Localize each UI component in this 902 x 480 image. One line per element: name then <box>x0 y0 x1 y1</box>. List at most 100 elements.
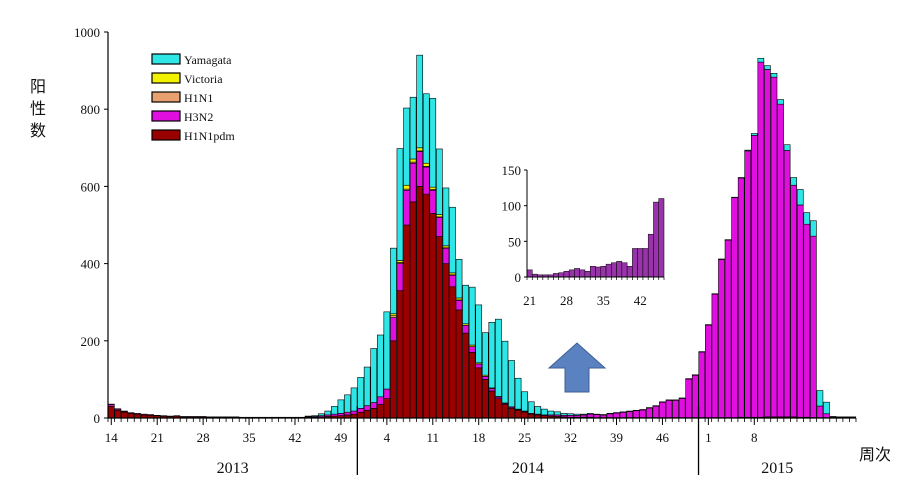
bar-yamagata <box>790 177 797 186</box>
bar-h1n1pdm <box>409 201 417 419</box>
bar-h1n1pdm <box>495 398 502 419</box>
bar-yamagata <box>455 259 463 299</box>
inset-bar <box>595 266 602 278</box>
bar-yamagata <box>777 99 784 105</box>
bar-yamagata <box>442 187 450 247</box>
bar-h3n2 <box>744 150 752 418</box>
bar-yamagata <box>429 98 437 188</box>
inset-x-tick-label: 21 <box>523 293 536 308</box>
bar-yamagata <box>527 401 535 414</box>
bar-h3n2 <box>219 416 227 418</box>
y-tick-label: 600 <box>81 179 101 194</box>
x-axis-label: 周次 <box>859 446 891 464</box>
bar-h3n2 <box>153 414 161 417</box>
legend-swatch <box>151 72 181 84</box>
bar-h3n2 <box>199 416 207 418</box>
bar-yamagata <box>580 413 588 416</box>
bar-yamagata <box>698 351 706 353</box>
bar-h1n1pdm <box>488 390 496 419</box>
bar-h3n2 <box>770 76 778 418</box>
bar-h1n1pdm <box>121 411 128 419</box>
bar-h3n2 <box>212 416 220 418</box>
legend-swatch <box>151 129 181 141</box>
inset-bar <box>611 262 617 278</box>
bar-yamagata <box>810 220 817 237</box>
inset-x-tick-label: 42 <box>634 293 647 308</box>
y-tick-label: 200 <box>81 334 101 349</box>
bar-h3n2 <box>586 413 594 418</box>
bar-h3n2 <box>134 413 141 415</box>
bar-h1n1pdm <box>514 409 522 419</box>
bar-h1n1 <box>114 408 122 410</box>
bar-h1n1pdm <box>363 409 371 419</box>
bar-victoria <box>409 158 417 163</box>
legend-label: H1N1 <box>184 91 213 105</box>
year-label: 2014 <box>512 460 544 475</box>
bar-h3n2 <box>488 388 496 392</box>
bar-yamagata <box>383 311 391 390</box>
x-tick-label: 39 <box>610 430 623 445</box>
x-tick-label: 25 <box>518 430 531 445</box>
inset-bar <box>632 248 638 278</box>
bar-h3n2 <box>383 388 391 399</box>
y-axis-label: 阳性数 <box>30 78 46 140</box>
bar-h3n2 <box>593 414 601 418</box>
bar-yamagata <box>691 374 699 376</box>
inset-y-tick-label: 150 <box>502 163 522 178</box>
bar-yamagata <box>541 408 548 416</box>
bar-yamagata <box>652 405 660 407</box>
bar-yamagata <box>593 413 601 415</box>
bar-h3n2 <box>403 189 410 226</box>
bar-yamagata <box>462 284 469 325</box>
bar-h3n2 <box>396 263 404 291</box>
inset-y-tick-label: 50 <box>508 234 521 249</box>
bar-h3n2 <box>442 247 450 264</box>
bar-yamagata <box>836 416 843 418</box>
bar-h3n2 <box>619 411 627 418</box>
bar-h3n2 <box>698 351 706 418</box>
bar-yamagata <box>731 196 738 199</box>
legend-label: H3N2 <box>184 110 213 124</box>
bar-yamagata <box>468 286 476 346</box>
bar-yamagata <box>521 391 528 412</box>
bar-h3n2 <box>737 177 745 418</box>
year-label: 2013 <box>217 460 249 475</box>
inset-y-tick-label: 100 <box>502 199 522 214</box>
bar-victoria <box>429 186 437 190</box>
bar-h3n2 <box>337 413 345 416</box>
inset-y-tick-label: 0 <box>515 270 522 285</box>
y-tick-label: 400 <box>81 257 101 272</box>
x-tick-label: 21 <box>151 430 164 445</box>
y-axis-label-char: 性 <box>30 100 46 118</box>
x-tick-label: 35 <box>243 430 256 445</box>
bar-h3n2 <box>659 401 666 418</box>
bar-yamagata <box>449 206 456 274</box>
x-tick-label: 1 <box>705 430 712 445</box>
bar-yamagata <box>764 65 771 70</box>
bar-h3n2 <box>823 413 830 418</box>
bar-h1n1pdm <box>422 193 430 419</box>
x-tick-label: 32 <box>564 430 577 445</box>
bar-h3n2 <box>764 69 771 418</box>
bar-yamagata <box>823 401 830 415</box>
inset-bar <box>584 271 591 278</box>
bar-yamagata <box>403 107 410 186</box>
bar-h3n2 <box>344 411 351 416</box>
bar-h3n2 <box>475 363 483 369</box>
bar-h3n2 <box>645 407 653 418</box>
bar-yamagata <box>842 416 850 418</box>
bar-yamagata <box>396 148 404 261</box>
bar-yamagata <box>849 416 857 418</box>
bar-h3n2 <box>672 399 679 418</box>
inset-bar <box>605 263 612 278</box>
bar-h3n2 <box>462 325 469 334</box>
inset-bar <box>616 261 623 278</box>
bar-yamagata <box>370 348 378 403</box>
bar-yamagata <box>750 133 758 136</box>
bar-yamagata <box>678 397 686 399</box>
bar-yamagata <box>357 377 364 409</box>
inset-bar <box>579 269 586 278</box>
bar-h1n1pdm <box>370 408 378 419</box>
y-tick-label: 800 <box>81 102 101 117</box>
bar-yamagata <box>488 321 496 389</box>
